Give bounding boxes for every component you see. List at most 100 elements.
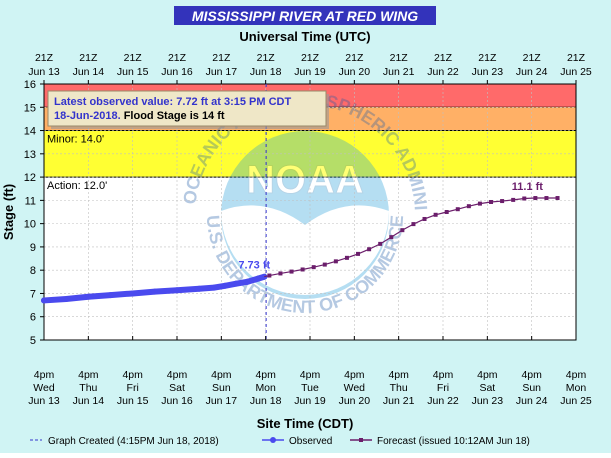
top-tick-time-7: 21Z: [345, 52, 364, 64]
y-tick-label-11: 11: [25, 195, 36, 207]
observed-point-0: [41, 297, 47, 304]
observed-point-2: [85, 293, 92, 300]
x-tick-date-3: Jun 16: [161, 395, 193, 407]
top-tick-date-10: Jun 23: [472, 66, 504, 78]
x-tick-time-6: 4pm: [300, 369, 321, 381]
info-box-line2: 18-Jun-2018. Flood Stage is 14 ft: [54, 110, 225, 122]
top-tick-time-3: 21Z: [168, 52, 187, 64]
forecast-point-7: [344, 255, 349, 260]
observed-point-6: [174, 287, 180, 294]
forecast-point-0: [267, 273, 272, 278]
top-tick-time-11: 21Z: [523, 52, 542, 64]
y-tick-label-5: 5: [30, 335, 36, 347]
forecast-point-6: [333, 259, 338, 264]
x-tick-date-9: Jun 22: [427, 395, 459, 407]
forecast-point-13: [411, 222, 416, 227]
legend-observed-marker: [270, 437, 276, 443]
x-tick-time-8: 4pm: [388, 369, 409, 381]
y-axis-title: Stage (ft): [1, 184, 16, 240]
observed-point-10: [233, 280, 240, 287]
x-tick-time-3: 4pm: [167, 369, 188, 381]
x-tick-day-6: Tue: [301, 382, 319, 394]
x-tick-day-8: Thu: [390, 382, 408, 394]
observed-point-3: [107, 292, 114, 299]
x-tick-day-0: Wed: [33, 382, 55, 394]
top-tick-time-9: 21Z: [434, 52, 453, 64]
x-tick-date-11: Jun 24: [516, 395, 548, 407]
forecast-point-22: [511, 197, 516, 202]
x-tick-date-6: Jun 19: [294, 395, 326, 407]
legend: Graph Created (4:15PM Jun 18, 2018) Obse…: [30, 436, 530, 447]
x-tick-time-4: 4pm: [211, 369, 232, 381]
x-tick-date-0: Jun 13: [28, 395, 60, 407]
top-tick-date-5: Jun 18: [250, 66, 282, 78]
x-tick-day-5: Mon: [255, 382, 276, 394]
forecast-point-2: [289, 269, 294, 274]
x-tick-day-2: Fri: [127, 382, 139, 394]
forecast-point-20: [489, 199, 494, 204]
observed-point-11: [244, 278, 251, 285]
observed-point-7: [196, 285, 203, 292]
top-tick-date-4: Jun 17: [206, 66, 238, 78]
x-tick-day-1: Thu: [79, 382, 97, 394]
forecast-point-5: [322, 262, 327, 267]
observed-point-5: [151, 288, 158, 295]
top-tick-time-4: 21Z: [212, 52, 231, 64]
x-tick-day-10: Sat: [479, 382, 495, 394]
x-tick-time-10: 4pm: [477, 369, 498, 381]
y-tick-label-16: 16: [24, 79, 36, 91]
top-tick-date-11: Jun 24: [516, 66, 548, 78]
info-box-line1: Latest observed value: 7.72 ft at 3:15 P…: [54, 96, 291, 108]
top-tick-time-6: 21Z: [301, 52, 320, 64]
forecast-point-12: [400, 228, 405, 233]
forecast-point-21: [500, 199, 505, 204]
observed-point-1: [63, 296, 70, 303]
x-tick-date-12: Jun 25: [560, 395, 592, 407]
top-tick-date-0: Jun 13: [28, 66, 60, 78]
forecast-point-15: [433, 212, 438, 217]
top-tick-date-6: Jun 19: [294, 66, 326, 78]
forecast-point-19: [477, 201, 482, 206]
x-tick-date-4: Jun 17: [206, 395, 238, 407]
y-tick-label-10: 10: [24, 219, 36, 231]
grid-lines: [44, 84, 576, 340]
forecast-point-11: [389, 235, 394, 240]
top-axis-ticks: 21Z Jun 13 21Z Jun 14 21Z Jun 15 21Z Jun 16 21Z J…: [28, 52, 592, 84]
forecast-point-9: [367, 247, 372, 252]
y-tick-label-14: 14: [24, 126, 36, 138]
x-tick-time-11: 4pm: [521, 369, 542, 381]
x-tick-date-10: Jun 23: [472, 395, 504, 407]
forecast-point-3: [300, 267, 305, 272]
legend-created-label: Graph Created (4:15PM Jun 18, 2018): [48, 436, 219, 447]
top-tick-time-2: 21Z: [124, 52, 143, 64]
x-tick-day-4: Sun: [212, 382, 231, 394]
forecast-point-16: [444, 210, 449, 214]
forecast-series-line: [264, 197, 558, 278]
forecast-point-25: [544, 196, 549, 201]
info-box-bg: [47, 90, 327, 127]
title-bar: [174, 6, 436, 25]
y-tick-label-12: 12: [24, 172, 36, 184]
observed-point-9: [222, 282, 229, 289]
x-tick-date-1: Jun 14: [73, 395, 105, 407]
x-tick-date-7: Jun 20: [339, 395, 371, 407]
x-tick-day-9: Fri: [437, 382, 449, 394]
forecast-point-4: [311, 265, 316, 270]
observed-point-4: [129, 290, 136, 297]
observed-peak-label: 7.73 ft: [238, 260, 270, 272]
y-tick-label-8: 8: [30, 265, 36, 277]
forecast-point-18: [466, 204, 471, 209]
top-tick-date-1: Jun 14: [73, 66, 105, 78]
top-tick-date-3: Jun 16: [161, 66, 193, 78]
bottom-axis-title: Site Time (CDT): [257, 416, 354, 431]
top-tick-date-2: Jun 15: [117, 66, 149, 78]
watermark-center-text: NOAA: [246, 158, 364, 202]
x-tick-date-5: Jun 18: [250, 395, 282, 407]
forecast-point-26: [555, 196, 560, 201]
flood-label-minor: Minor: 14.0': [47, 134, 104, 146]
x-tick-time-12: 4pm: [566, 369, 587, 381]
forecast-point-23: [522, 196, 527, 201]
y-tick-label-6: 6: [30, 312, 36, 324]
